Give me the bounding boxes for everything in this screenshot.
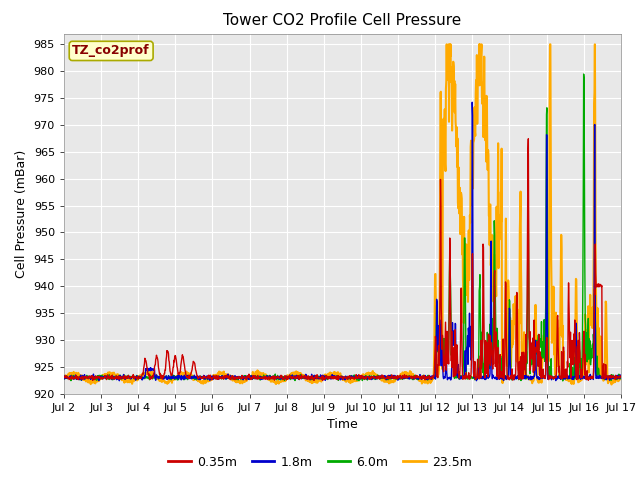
X-axis label: Time: Time xyxy=(327,418,358,431)
0.35m xyxy=(170,359,178,365)
Line: 23.5m: 23.5m xyxy=(64,44,621,384)
Line: 0.35m: 0.35m xyxy=(64,139,621,380)
0.35m xyxy=(184,374,191,380)
23.5m xyxy=(617,374,625,380)
1.8m xyxy=(468,99,476,105)
0.35m xyxy=(310,377,318,383)
6.0m xyxy=(502,372,509,378)
23.5m xyxy=(607,382,615,387)
6.0m xyxy=(551,374,559,380)
23.5m xyxy=(502,216,509,221)
Text: TZ_co2prof: TZ_co2prof xyxy=(72,44,150,58)
0.35m xyxy=(617,374,625,380)
1.8m xyxy=(552,375,559,381)
1.8m xyxy=(171,376,179,382)
0.35m xyxy=(552,373,559,379)
0.35m xyxy=(502,281,509,287)
6.0m xyxy=(60,374,68,380)
1.8m xyxy=(115,378,123,384)
Y-axis label: Cell Pressure (mBar): Cell Pressure (mBar) xyxy=(15,149,28,278)
1.8m xyxy=(429,375,437,381)
0.35m xyxy=(429,375,437,381)
23.5m xyxy=(170,375,178,381)
Line: 1.8m: 1.8m xyxy=(64,102,621,381)
23.5m xyxy=(429,375,436,381)
23.5m xyxy=(184,372,191,378)
6.0m xyxy=(559,378,566,384)
23.5m xyxy=(60,375,68,381)
0.35m xyxy=(525,136,532,142)
23.5m xyxy=(246,374,254,380)
1.8m xyxy=(502,377,510,383)
6.0m xyxy=(617,376,625,382)
1.8m xyxy=(617,374,625,380)
6.0m xyxy=(580,71,588,77)
Title: Tower CO2 Profile Cell Pressure: Tower CO2 Profile Cell Pressure xyxy=(223,13,461,28)
0.35m xyxy=(246,376,254,382)
6.0m xyxy=(184,374,191,380)
Line: 6.0m: 6.0m xyxy=(64,74,621,381)
6.0m xyxy=(170,373,178,379)
23.5m xyxy=(443,41,451,47)
23.5m xyxy=(551,372,559,377)
6.0m xyxy=(429,374,436,380)
1.8m xyxy=(184,374,192,380)
1.8m xyxy=(60,373,68,379)
0.35m xyxy=(60,374,68,380)
Legend: 0.35m, 1.8m, 6.0m, 23.5m: 0.35m, 1.8m, 6.0m, 23.5m xyxy=(163,451,477,474)
6.0m xyxy=(246,374,254,380)
1.8m xyxy=(246,373,254,379)
